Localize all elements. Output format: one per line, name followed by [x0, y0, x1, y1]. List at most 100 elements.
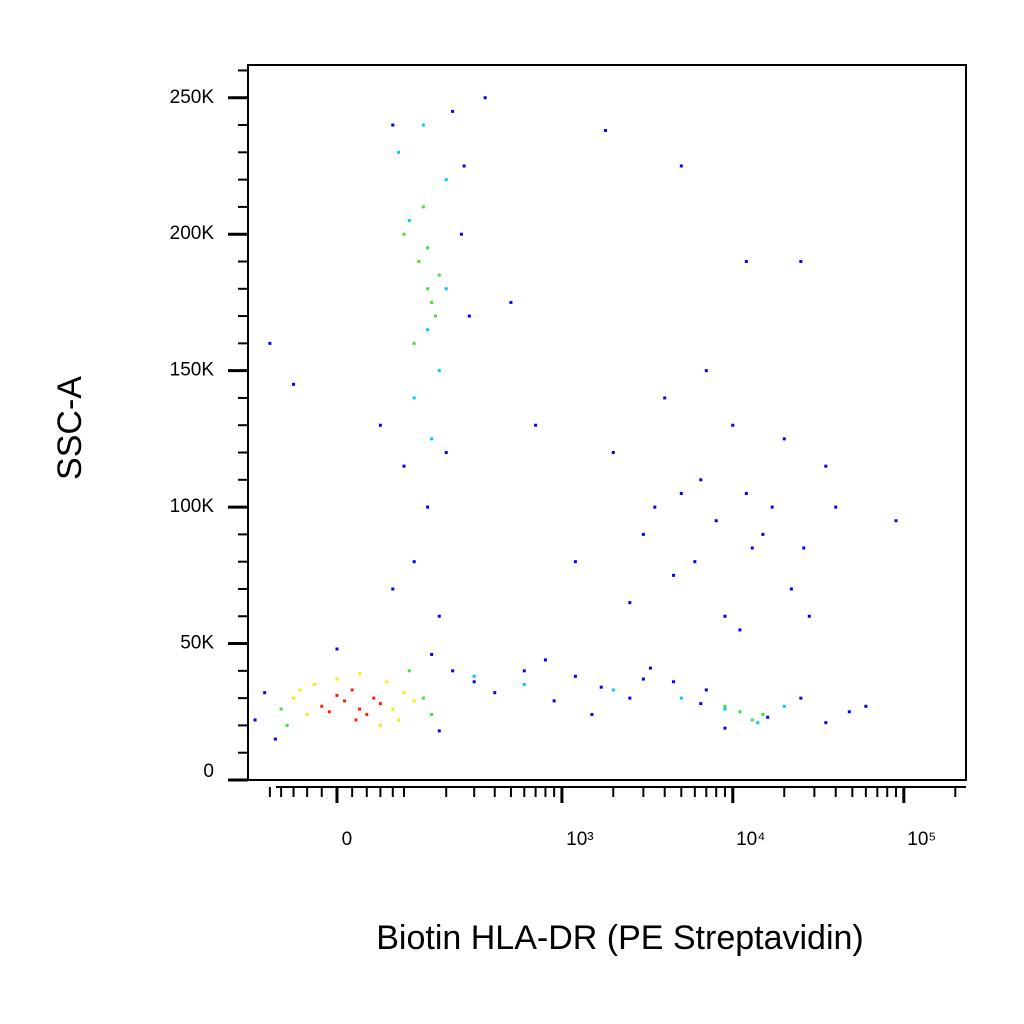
data-point — [378, 723, 382, 727]
data-point — [648, 666, 652, 670]
x-tick-label: 0 — [342, 829, 353, 850]
data-point — [412, 396, 416, 400]
y-tick-label: 200K — [170, 223, 215, 244]
data-point — [378, 702, 382, 706]
data-point — [782, 437, 786, 441]
data-point — [421, 205, 425, 209]
data-point — [738, 710, 742, 714]
data-point — [693, 560, 697, 564]
data-point — [522, 682, 526, 686]
data-point — [509, 300, 513, 304]
data-point — [391, 707, 395, 711]
data-point — [782, 704, 786, 708]
data-point — [412, 341, 416, 345]
data-point — [305, 713, 309, 717]
y-tick-label: 250K — [170, 87, 215, 108]
data-point — [444, 287, 448, 291]
data-point — [522, 669, 526, 673]
data-point — [335, 647, 339, 651]
y-tick-label: 150K — [170, 360, 215, 381]
data-point — [437, 614, 441, 618]
data-point — [358, 707, 362, 711]
data-point — [534, 423, 538, 427]
data-point — [738, 628, 742, 632]
data-point — [723, 707, 727, 711]
data-point — [434, 314, 438, 318]
data-point — [699, 702, 703, 706]
data-point — [723, 726, 727, 730]
data-point — [663, 396, 667, 400]
data-point — [824, 464, 828, 468]
data-point — [493, 691, 497, 695]
data-point — [807, 614, 811, 618]
data-point — [407, 219, 411, 223]
data-point — [750, 546, 754, 550]
data-point — [402, 232, 406, 236]
data-point — [426, 328, 430, 332]
data-point — [671, 573, 675, 577]
data-point — [426, 287, 430, 291]
data-point — [437, 729, 441, 733]
data-point — [312, 682, 316, 686]
data-point — [603, 128, 607, 132]
data-point — [894, 519, 898, 523]
data-point — [770, 505, 774, 509]
data-point — [372, 696, 376, 700]
data-point — [799, 696, 803, 700]
data-point — [756, 721, 760, 725]
data-point — [320, 704, 324, 708]
data-point — [459, 232, 463, 236]
data-point — [412, 560, 416, 564]
data-point — [402, 691, 406, 695]
data-point — [641, 677, 645, 681]
data-point — [430, 713, 434, 717]
data-point — [426, 505, 430, 509]
data-point — [824, 721, 828, 725]
data-point — [599, 685, 603, 689]
data-point — [378, 423, 382, 427]
data-point — [761, 532, 765, 536]
data-point — [744, 259, 748, 263]
data-point — [628, 696, 632, 700]
data-point — [292, 382, 296, 386]
data-point — [426, 246, 430, 250]
data-point — [573, 674, 577, 678]
data-point — [451, 669, 455, 673]
data-point — [628, 601, 632, 605]
y-tick-label: 100K — [170, 496, 215, 517]
data-point — [723, 704, 727, 708]
data-point — [402, 464, 406, 468]
data-point — [444, 178, 448, 182]
data-point — [343, 699, 347, 703]
data-point — [699, 478, 703, 482]
x-axis-title: Biotin HLA-DR (PE Streptavidin) — [376, 919, 864, 957]
data-point — [704, 369, 708, 373]
data-point — [744, 491, 748, 495]
data-point — [802, 546, 806, 550]
data-point — [430, 300, 434, 304]
data-point — [472, 674, 476, 678]
data-point — [723, 614, 727, 618]
data-point — [679, 696, 683, 700]
data-point — [437, 273, 441, 277]
data-point — [611, 688, 615, 692]
data-point — [285, 723, 289, 727]
data-point — [641, 532, 645, 536]
data-point — [397, 150, 401, 154]
data-point — [417, 259, 421, 263]
data-point — [552, 699, 556, 703]
data-point — [412, 699, 416, 703]
data-point — [292, 696, 296, 700]
data-point — [483, 96, 487, 100]
data-point — [263, 691, 267, 695]
data-point — [679, 491, 683, 495]
data-point — [653, 505, 657, 509]
data-point — [437, 369, 441, 373]
data-point — [407, 669, 411, 673]
data-point — [335, 693, 339, 697]
data-point — [444, 451, 448, 455]
data-point — [761, 713, 765, 717]
data-point — [671, 680, 675, 684]
data-point — [273, 737, 277, 741]
